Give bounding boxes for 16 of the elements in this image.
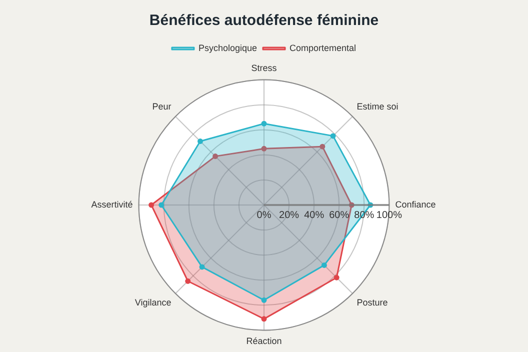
legend-label: Psychologique [198,42,258,53]
y-tick-label: 0% [256,210,272,221]
y-tick-label: 100% [376,210,402,221]
spoke-label: Estime soi [356,101,398,112]
spoke-label: Vigilance [134,298,172,308]
chart-title: Bénéfices autodéfense féminine [149,12,379,30]
y-tick-label: 60% [329,210,350,221]
y-tick-label: 40% [304,210,324,221]
spoke-label: Posture [356,298,388,308]
spoke-label: Assertivité [91,199,133,210]
spoke-label: Confiance [395,199,436,210]
spoke-label: Peur [152,101,172,112]
spoke-label: Réaction [246,336,282,346]
y-tick-label: 20% [279,210,300,221]
legend-label: Comportemental [290,42,356,53]
spoke-label: Stress [251,62,278,73]
